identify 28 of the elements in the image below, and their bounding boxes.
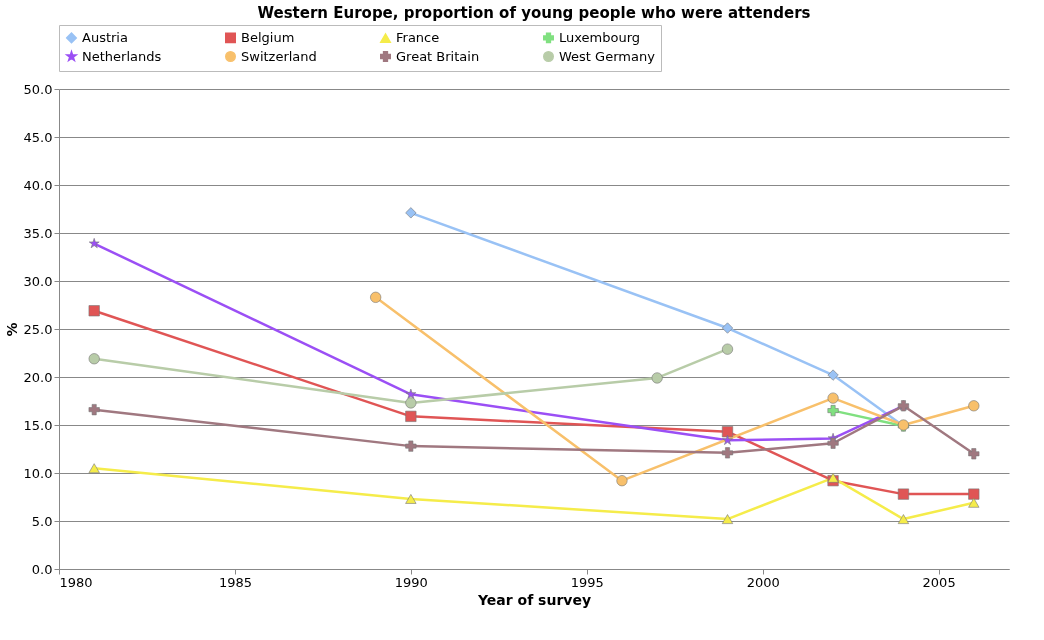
y-tick-label: 0.0: [31, 561, 53, 577]
legend-label: Austria: [82, 29, 128, 45]
x-tick-label: 1995: [570, 574, 604, 590]
legend-label: Great Britain: [396, 48, 480, 64]
x-tick-label: 1985: [218, 574, 252, 590]
y-tick-label: 40.0: [23, 177, 53, 193]
y-tick-label: 30.0: [23, 273, 53, 289]
legend-label: Netherlands: [82, 48, 162, 64]
y-tick-label: 35.0: [23, 225, 53, 241]
x-tick-label: 2000: [746, 574, 780, 590]
x-tick-label: 1980: [59, 574, 93, 590]
y-tick-label: 15.0: [23, 417, 53, 433]
y-tick-label: 25.0: [23, 321, 53, 337]
y-tick-label: 20.0: [23, 369, 53, 385]
legend-label: Switzerland: [241, 48, 317, 64]
y-tick-label: 50.0: [23, 81, 53, 97]
legend-label: Luxembourg: [559, 29, 641, 45]
legend-label: France: [396, 30, 440, 46]
x-tick-label: 2005: [922, 574, 956, 590]
y-axis-title: %: [3, 322, 20, 337]
chart-title: Western Europe, proportion of young people who were attenders: [257, 3, 811, 22]
y-tick-label: 10.0: [23, 465, 53, 481]
x-tick-label: 1990: [394, 574, 428, 590]
x-axis-title: Year of survey: [476, 591, 592, 608]
legend-label: West Germany: [559, 48, 656, 64]
y-tick-label: 45.0: [23, 129, 53, 145]
legend-label: Belgium: [241, 29, 295, 45]
y-tick-label: 5.0: [31, 513, 53, 529]
